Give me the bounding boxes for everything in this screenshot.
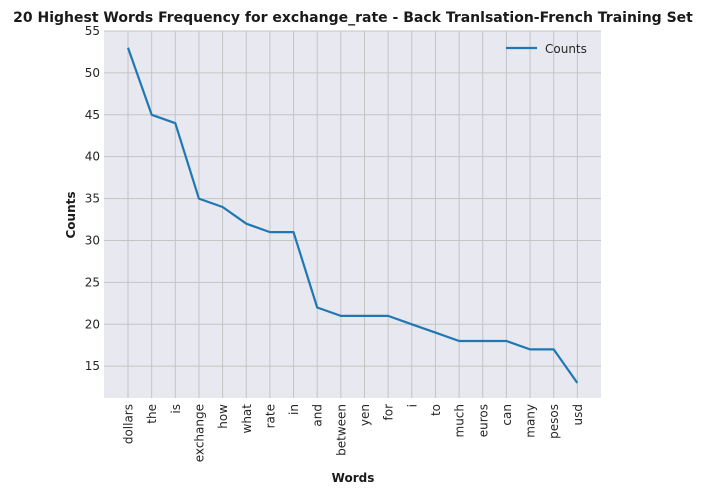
- legend-label-counts: Counts: [545, 42, 587, 56]
- x-tick-label: the: [145, 404, 159, 424]
- x-tick-label: is: [169, 404, 183, 414]
- x-tick-label: to: [429, 404, 443, 416]
- x-axis-label: Words: [332, 471, 375, 485]
- legend: Counts: [506, 42, 587, 56]
- x-tick-label: many: [524, 404, 538, 438]
- x-tick-label: between: [334, 404, 348, 456]
- x-tick-label: euros: [476, 404, 490, 437]
- x-tick-label: much: [453, 404, 467, 438]
- y-axis-label: Counts: [64, 191, 78, 238]
- y-tick-label: 45: [85, 108, 100, 122]
- chart-title: 20 Highest Words Frequency for exchange_…: [13, 10, 693, 26]
- x-tick-label: usd: [571, 404, 585, 425]
- x-tick-label: exchange: [192, 404, 206, 462]
- y-tick-label: 50: [85, 66, 100, 80]
- y-tick-label: 35: [85, 192, 100, 206]
- series-line-counts: [126, 47, 579, 384]
- y-tick-label: 30: [85, 233, 100, 247]
- x-tick-label: and: [311, 404, 325, 427]
- y-axis-ticks: 15 20 25 30 35 40 45 50 55: [85, 24, 100, 373]
- x-axis-ticks: dollars the is exchange how what rate in and betw…: [122, 404, 585, 463]
- x-tick-label: how: [216, 404, 230, 429]
- y-tick-label: 25: [85, 275, 100, 289]
- y-tick-label: 40: [85, 150, 100, 164]
- x-tick-label: what: [240, 404, 254, 434]
- x-tick-label: rate: [263, 404, 277, 428]
- x-tick-label: i: [405, 404, 419, 407]
- plot-area: [104, 31, 601, 398]
- x-tick-label: yen: [358, 404, 372, 426]
- y-tick-label: 20: [85, 317, 100, 331]
- x-tick-label: in: [287, 404, 301, 415]
- x-tick-label: pesos: [547, 404, 561, 439]
- x-tick-label: dollars: [122, 404, 136, 444]
- y-tick-label: 55: [85, 24, 100, 38]
- x-tick-label: for: [382, 404, 396, 421]
- y-tick-label: 15: [85, 359, 100, 373]
- x-tick-label: can: [500, 404, 514, 426]
